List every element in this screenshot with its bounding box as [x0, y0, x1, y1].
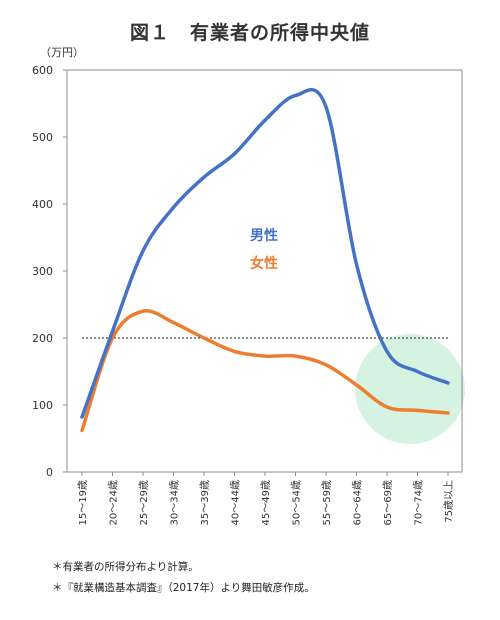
y-tick-label: 100 [32, 399, 53, 412]
highlight-circle [355, 334, 465, 444]
footnote-1: ＊有業者の所得分布より計算。 [52, 561, 199, 573]
x-tick-label: 45～49歳 [260, 480, 272, 525]
y-unit-label: （万円） [40, 46, 84, 59]
x-tick-label: 50～54歳 [291, 480, 303, 525]
x-tick-label: 40～44歳 [230, 480, 242, 525]
chart-title: 図１ 有業者の所得中央値 [129, 22, 370, 44]
x-tick-label: 75歳以上 [443, 480, 455, 523]
series-line-female [80, 309, 450, 433]
y-tick-label: 200 [32, 332, 53, 345]
series-label-male: 男性 [250, 227, 278, 244]
x-tick-label: 60～64歳 [352, 480, 364, 525]
footnotes: ＊有業者の所得分布より計算。 ＊『就業構造基本調査』（2017年）より舞田敏彦作… [52, 557, 315, 599]
y-tick-label: 400 [32, 198, 53, 211]
x-tick-label: 30～34歳 [169, 480, 181, 525]
x-tick-label: 35～39歳 [199, 480, 211, 525]
y-tick-label: 300 [32, 265, 53, 278]
x-tick-label: 25～29歳 [138, 480, 150, 525]
x-tick-label: 65～69歳 [382, 480, 394, 525]
x-tick-label: 55～59歳 [321, 480, 333, 525]
y-tick-label: 500 [32, 131, 53, 144]
y-tick-label: 0 [46, 466, 53, 479]
x-tick-label: 15～19歳 [77, 480, 89, 525]
x-tick-label: 20～24歳 [108, 480, 120, 525]
series-label-female: 女性 [250, 255, 278, 272]
series-line-male [80, 88, 450, 419]
x-tick-label: 70～74歳 [413, 480, 425, 525]
y-tick-label: 600 [32, 64, 53, 77]
footnote-2: ＊『就業構造基本調査』（2017年）より舞田敏彦作成。 [52, 582, 315, 594]
